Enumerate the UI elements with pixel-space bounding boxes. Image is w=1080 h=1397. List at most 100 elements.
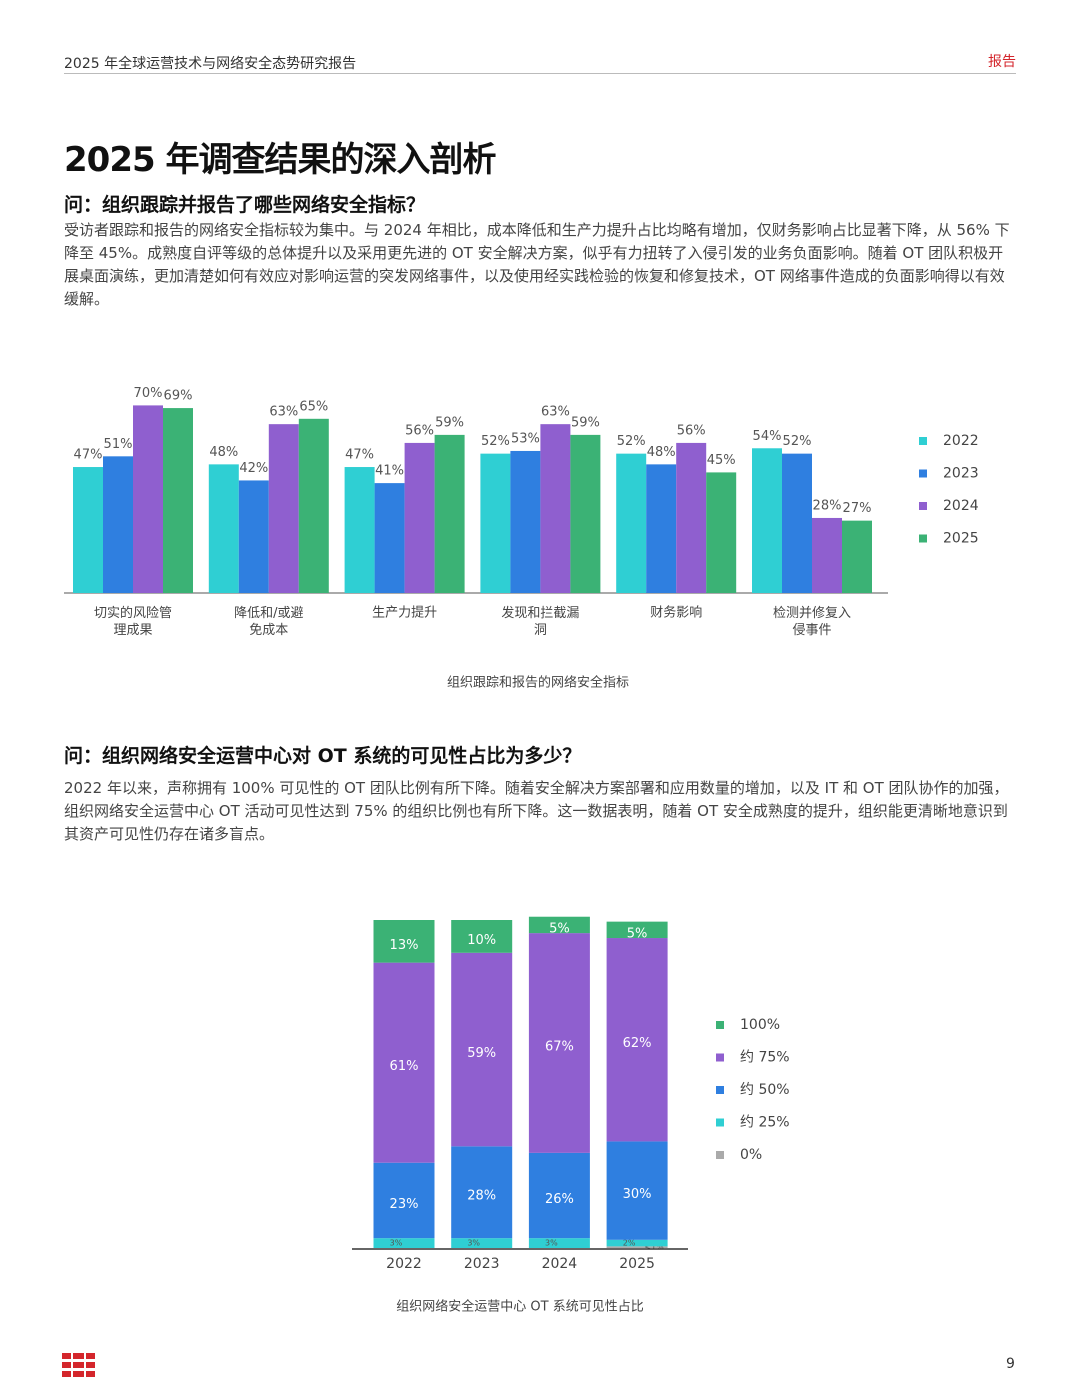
value-label: <1%: [644, 1243, 664, 1252]
bar-segment: [373, 1162, 435, 1239]
bar: [752, 448, 782, 593]
bar: [480, 453, 511, 593]
value-label: 62%: [623, 1036, 652, 1051]
value-label: 41%: [375, 464, 404, 479]
legend-swatch: [716, 1118, 724, 1127]
bar: [434, 434, 465, 593]
logo: [62, 1353, 95, 1377]
value-label: 59%: [467, 1046, 496, 1061]
legend-swatch: [716, 1021, 724, 1029]
x-tick-label: 2023: [464, 1256, 500, 1272]
legend-swatch: [716, 1086, 724, 1094]
bar-segment: [373, 962, 435, 1163]
legend-label: 约 50%: [740, 1082, 790, 1098]
value-label: 47%: [74, 448, 103, 463]
value-label: 27%: [843, 501, 872, 516]
bar: [646, 464, 677, 593]
legend-label: 0%: [740, 1147, 762, 1163]
bar-segment: [451, 952, 513, 1147]
bar: [73, 467, 103, 593]
bar: [540, 424, 571, 593]
value-label: 56%: [677, 423, 706, 438]
chart-caption: 组织网络安全运营中心 OT 系统可见性占比: [396, 1299, 643, 1315]
legend-label: 100%: [740, 1017, 780, 1033]
bar-segment: [606, 1246, 668, 1248]
bar: [510, 450, 541, 593]
bar: [570, 434, 601, 593]
bar-segment: [606, 1141, 668, 1240]
x-tick-label: 检测并修复入侵事件: [773, 606, 851, 638]
page-title: 2025 年调查结果的深入剖析: [64, 140, 496, 180]
value-label: 53%: [511, 431, 540, 446]
header-rule: [64, 73, 1016, 74]
header-title: 2025 年全球运营技术与网络安全态势研究报告: [64, 56, 357, 72]
bar: [268, 424, 299, 593]
header-tag: 报告: [988, 54, 1016, 70]
legend-swatch: [716, 1151, 724, 1159]
value-label: 3%: [545, 1239, 558, 1248]
chart: 3% 23% 61% 13% 2022 3% 28% 59% 10% 2023 3% 26% 67% 5%…: [352, 916, 790, 1315]
value-label: 54%: [753, 429, 782, 444]
value-label: 52%: [617, 434, 646, 449]
value-label: 23%: [390, 1197, 419, 1212]
bar: [706, 472, 737, 593]
legend-label: 2022: [943, 433, 979, 449]
bar: [208, 464, 239, 593]
value-label: 65%: [299, 399, 328, 414]
value-label: 61%: [390, 1059, 419, 1074]
x-tick-label: 财务影响: [650, 605, 702, 621]
legend-label: 约 75%: [740, 1050, 790, 1066]
legend-swatch: [919, 437, 927, 445]
x-tick-label: 切实的风险管理成果: [94, 605, 172, 638]
bar: [812, 517, 842, 593]
bar-segment: [606, 921, 668, 939]
value-label: 3%: [390, 1239, 403, 1248]
value-label: 63%: [541, 405, 570, 420]
chart-caption: 组织跟踪和报告的网络安全指标: [447, 675, 629, 691]
bar-segment: [373, 920, 435, 963]
value-label: 48%: [209, 445, 238, 460]
x-tick-label: 2024: [542, 1256, 578, 1272]
value-label: 42%: [239, 461, 268, 476]
bar: [344, 467, 375, 593]
value-label: 3%: [467, 1239, 480, 1248]
paragraph: 受访者跟踪和报告的网络安全指标较为集中。与 2024 年相比，成本降低和生产力提…: [64, 221, 1010, 308]
bar-segment: [528, 1152, 590, 1239]
legend-swatch: [919, 534, 927, 543]
value-label: 28%: [813, 498, 842, 513]
value-label: 52%: [481, 434, 510, 449]
value-label: 56%: [405, 423, 434, 438]
value-label: 47%: [345, 448, 374, 463]
legend-label: 约 25%: [740, 1115, 790, 1131]
value-label: 51%: [104, 437, 133, 452]
value-label: 10%: [467, 933, 496, 948]
bar: [133, 405, 163, 593]
bar-segment: [528, 933, 590, 1153]
bar-segment: [451, 920, 513, 953]
value-label: 48%: [647, 445, 676, 460]
question: 问：组织跟踪并报告了哪些网络安全指标？: [64, 194, 426, 216]
legend-swatch: [919, 469, 927, 478]
value-label: 45%: [707, 453, 736, 468]
x-tick-label: 生产力提升: [372, 605, 437, 621]
value-label: 59%: [435, 415, 464, 430]
bar-segment: [451, 1146, 513, 1239]
legend-swatch: [919, 502, 927, 510]
value-label: 70%: [134, 386, 163, 401]
value-label: 26%: [545, 1192, 574, 1207]
bar-segment: [528, 916, 590, 934]
page-number: 9: [1006, 1356, 1015, 1372]
value-label: 59%: [571, 415, 600, 430]
bar-segment: [528, 1238, 590, 1248]
bar: [374, 483, 405, 593]
bar: [163, 408, 193, 593]
value-label: 69%: [164, 389, 193, 404]
legend-label: 2024: [943, 498, 979, 514]
bar: [842, 520, 872, 593]
paragraph: 2022 年以来，声称拥有 100% 可见性的 OT 团队比例有所下降。随着安全…: [64, 779, 1009, 843]
x-tick-label: 降低和/或避免成本: [234, 606, 303, 638]
bar: [404, 442, 435, 593]
x-tick-label: 2025: [619, 1256, 655, 1272]
value-label: 63%: [269, 405, 298, 420]
x-tick-label: 发现和拦截漏洞: [501, 605, 579, 638]
